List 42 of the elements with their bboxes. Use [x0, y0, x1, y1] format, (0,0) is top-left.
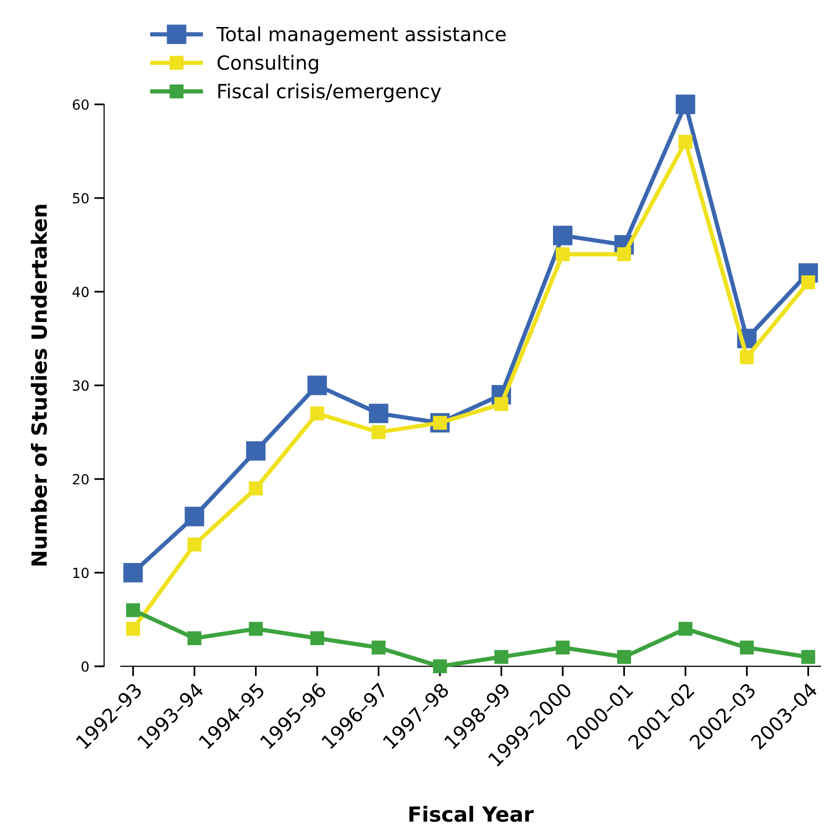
y-axis-title: Number of Studies Undertaken — [30, 204, 47, 566]
y-tick-label: 30 — [72, 380, 89, 391]
point — [678, 134, 692, 149]
point — [126, 622, 140, 636]
point — [246, 441, 266, 461]
point — [556, 640, 570, 655]
y-tick-label: 40 — [72, 286, 89, 298]
point — [740, 350, 754, 364]
point — [126, 603, 140, 618]
y-tick-label: 0 — [82, 661, 89, 672]
point — [368, 404, 388, 424]
point — [494, 397, 508, 412]
point — [307, 376, 327, 396]
y-tick-label: 60 — [72, 99, 89, 110]
y-tick-label: 20 — [72, 474, 89, 484]
point — [552, 226, 572, 246]
point — [678, 622, 692, 636]
point — [676, 94, 696, 114]
point — [372, 425, 386, 440]
point — [494, 650, 508, 664]
point — [433, 659, 447, 674]
point — [310, 631, 324, 646]
point — [187, 631, 202, 646]
point — [248, 622, 263, 636]
point — [617, 247, 632, 262]
point — [740, 640, 754, 655]
point — [248, 481, 263, 496]
point — [310, 406, 324, 420]
y-tick-label: 10 — [73, 568, 89, 578]
point — [184, 506, 204, 526]
point — [123, 562, 143, 582]
point — [556, 247, 570, 262]
legend-label: Total management assistance — [216, 26, 506, 46]
legend-label: Consulting — [218, 54, 318, 74]
y-tick-label: 50 — [72, 193, 89, 204]
legend-label: Fiscal crisis/emergency — [218, 83, 442, 102]
x-axis-title: Fiscal Year — [409, 806, 534, 822]
point — [617, 650, 632, 664]
point — [801, 275, 816, 290]
point — [372, 640, 386, 655]
point — [801, 650, 816, 664]
point — [187, 538, 202, 552]
